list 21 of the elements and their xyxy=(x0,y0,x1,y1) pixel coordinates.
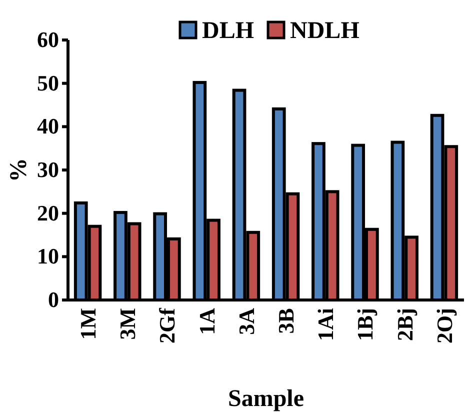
y-tick-label: 40 xyxy=(37,114,59,139)
x-tick-label: 1Ai xyxy=(313,308,338,341)
legend-label: NDLH xyxy=(290,18,360,44)
x-tick-label: 1Bj xyxy=(352,308,378,341)
y-tick-label: 10 xyxy=(37,244,59,269)
x-tick-label: 3B xyxy=(274,308,298,334)
y-tick-label: 0 xyxy=(48,287,59,312)
x-tick-label: 2Gf xyxy=(154,307,180,344)
legend-label: DLH xyxy=(202,18,254,44)
y-tick-label: 20 xyxy=(37,200,59,226)
y-axis-title: % xyxy=(6,158,32,182)
x-tick-label: 1A xyxy=(194,308,220,335)
x-tick-label: 3A xyxy=(234,308,259,335)
y-tick-label: 60 xyxy=(37,27,59,52)
x-tick-label: 1M xyxy=(76,308,100,340)
x-tick-label: 2Bj xyxy=(392,308,418,341)
x-tick-label: 2Oj xyxy=(432,308,457,344)
y-tick-label: 30 xyxy=(37,157,59,182)
x-tick-label: 3M xyxy=(115,308,140,340)
y-tick-label: 50 xyxy=(37,70,59,96)
x-axis-title: Sample xyxy=(228,386,304,412)
